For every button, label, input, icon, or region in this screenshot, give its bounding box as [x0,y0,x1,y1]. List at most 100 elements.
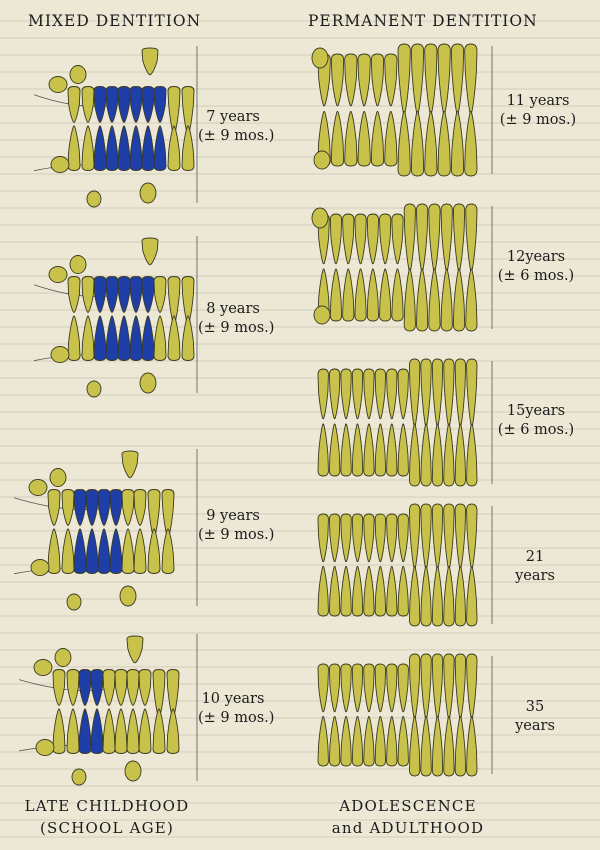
permanent-tooth [466,653,478,720]
age-label-11-years: 11 years (± 9 mos.) [498,92,578,130]
permanent-tooth [443,358,455,428]
deciduous-tooth [93,315,107,361]
permanent-tooth [340,513,352,563]
developing-tooth-bud [66,593,82,611]
permanent-tooth [328,513,341,563]
permanent-tooth [386,663,398,713]
age-range: (± 9 mos.) [198,710,275,726]
developing-tooth-bud [119,585,137,607]
permanent-tooth [340,566,352,617]
deciduous-tooth [117,86,131,123]
permanent-tooth [431,503,444,570]
permanent-tooth [454,653,467,720]
permanent-tooth [428,268,441,332]
permanent-tooth [420,358,432,428]
deciduous-tooth [117,125,131,171]
permanent-tooth [363,368,375,420]
permanent-tooth [366,213,379,265]
permanent-tooth [384,53,398,107]
permanent-tooth [328,368,341,420]
permanent-tooth [52,708,66,754]
developing-tooth-bud [124,760,142,782]
permanent-tooth [397,111,411,177]
dentition-illustration-21-years [317,503,493,627]
deciduous-tooth [117,315,131,361]
deciduous-tooth [105,276,119,313]
developing-tooth-bud [86,190,102,208]
permanent-tooth [330,53,345,107]
permanent-tooth [47,489,61,526]
caption-line: (SCHOOL AGE) [39,819,175,837]
age-label-8-years: 8 years (± 9 mos.) [198,300,274,338]
permanent-tooth [384,111,398,167]
permanent-tooth [420,503,432,570]
permanent-tooth [114,669,128,706]
permanent-tooth [410,111,425,177]
permanent-tooth [357,53,371,107]
permanent-tooth [416,268,429,332]
permanent-tooth [81,86,95,123]
permanent-tooth [152,708,166,754]
age-label-10-years: 10 years (± 9 mos.) [198,690,275,728]
permanent-tooth [342,268,355,322]
permanent-tooth [403,268,416,332]
permanent-tooth [450,43,465,115]
permanent-tooth [443,716,455,777]
permanent-tooth [351,716,364,767]
deciduous-tooth [153,86,167,123]
permanent-tooth [317,513,329,563]
permanent-tooth [317,566,329,617]
permanent-tooth [374,513,387,563]
developing-tooth-bud [69,65,87,84]
permanent-tooth [351,513,364,563]
permanent-tooth [443,653,455,720]
permanent-tooth [374,566,387,617]
permanent-tooth [431,716,444,777]
deciduous-tooth [78,669,92,706]
developing-tooth-bud [54,648,72,667]
permanent-tooth [397,43,411,115]
permanent-tooth [391,213,404,265]
deciduous-tooth [117,276,131,313]
permanent-tooth [416,203,429,273]
age-value: 11 years [506,93,570,109]
developing-tooth-bud [86,380,102,398]
deciduous-tooth [129,125,143,171]
permanent-tooth [340,368,352,420]
permanent-tooth [397,663,409,713]
permanent-tooth [121,528,135,574]
developing-tooth-bud [313,305,331,325]
caption-line: and ADULTHOOD [331,819,485,837]
permanent-tooth [443,423,455,487]
permanent-tooth [317,368,329,420]
deciduous-tooth [90,708,104,754]
late-childhood-caption: LATE CHILDHOOD (SCHOOL AGE) [22,795,192,839]
permanent-tooth [363,663,375,713]
developing-tooth-bud [35,739,55,756]
permanent-tooth [81,125,95,171]
permanent-tooth [454,503,467,570]
permanent-tooth [317,663,329,713]
permanent-tooth [452,268,466,332]
permanent-tooth [317,423,329,477]
permanent-tooth [126,635,144,664]
permanent-tooth [397,368,409,420]
permanent-tooth [431,358,444,428]
deciduous-tooth [105,315,119,361]
permanent-tooth [374,663,387,713]
permanent-tooth [354,268,367,322]
deciduous-tooth [85,528,99,574]
mixed-dentition-heading: MIXED DENTITION [28,12,202,30]
dentition-illustration-12-years [311,203,493,332]
deciduous-tooth [129,315,143,361]
permanent-tooth [330,111,345,167]
permanent-tooth [386,368,398,420]
permanent-tooth [363,566,375,617]
permanent-tooth [81,276,95,313]
dentition-illustration-35-years [317,653,493,777]
developing-tooth-bud [311,207,329,229]
age-range: years [515,568,555,584]
permanent-tooth [354,213,367,265]
permanent-tooth [181,315,195,361]
caption-line: ADOLESCENCE [339,797,477,815]
